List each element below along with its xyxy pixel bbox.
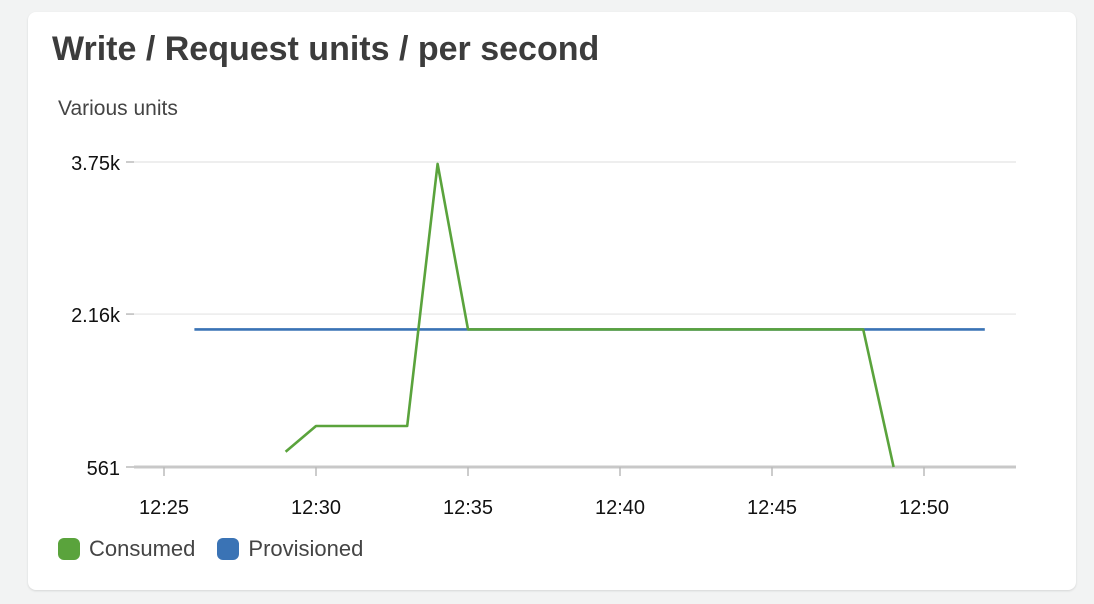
grid-lines [134,161,1016,469]
y-tick-label-0: 561 [87,458,120,480]
legend-item-consumed[interactable]: Consumed [58,536,195,562]
legend-swatch-consumed [58,538,80,560]
x-tick-label-0: 12:25 [139,497,189,519]
x-tick-label-2: 12:35 [443,497,493,519]
x-tick-label-3: 12:40 [595,497,645,519]
x-axis-ticks: 12:25 12:30 12:35 12:40 12:45 12:50 [139,467,949,519]
legend-label-consumed: Consumed [89,536,196,561]
legend-label-provisioned: Provisioned [248,536,364,561]
metric-widget-panel [28,12,1076,590]
widget-title: Write / Request units / per second [52,30,600,68]
legend-item-provisioned[interactable]: Provisioned [217,536,363,562]
x-tick-label-1: 12:30 [291,497,341,519]
series-lines [194,162,985,468]
y-tick-label-1: 2.16k [71,305,121,327]
x-tick-label-4: 12:45 [747,497,797,519]
series-line-consumed [284,162,895,468]
y-tick-label-2: 3.75k [71,153,121,175]
legend-swatch-provisioned [217,538,240,560]
y-axis-ticks: 561 2.16k 3.75k [71,153,134,480]
y-axis-units-label: Various units [58,97,178,120]
legend: Consumed Provisioned [58,536,363,562]
x-tick-label-5: 12:50 [899,497,949,519]
